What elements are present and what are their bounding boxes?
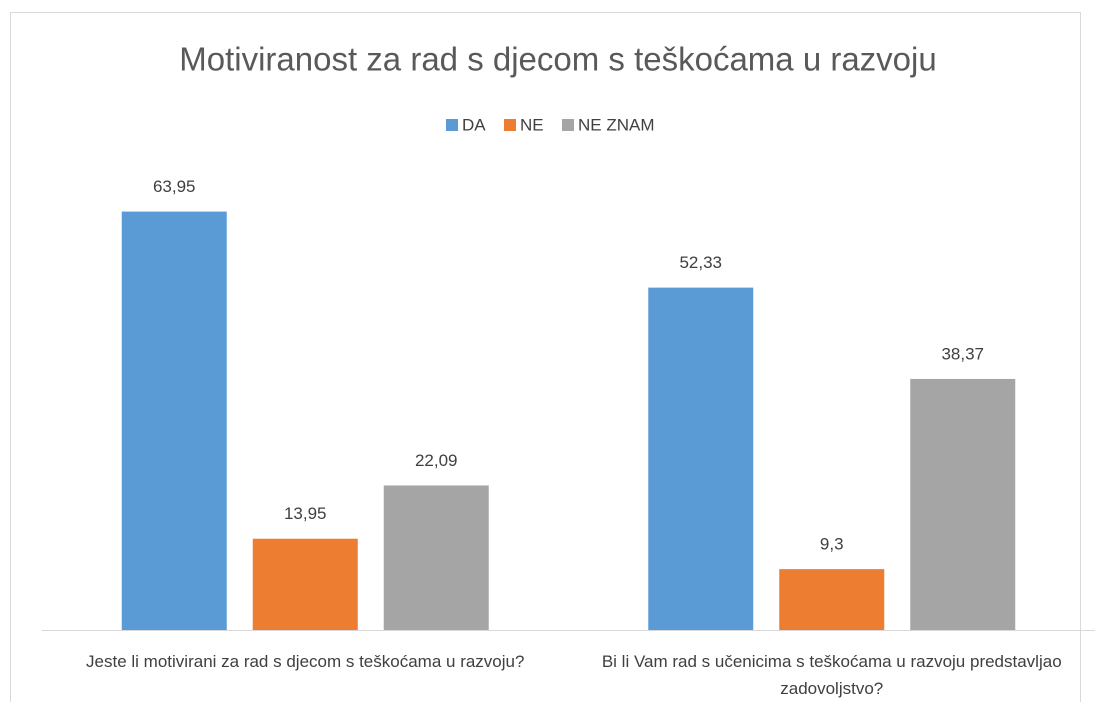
x-tick-label: Jeste li motivirani za rad s djecom s te… <box>86 652 525 671</box>
data-label: 63,95 <box>153 177 196 196</box>
bar <box>648 287 754 630</box>
legend-swatch <box>504 119 516 131</box>
bar <box>910 378 1016 630</box>
data-label: 22,09 <box>415 451 458 470</box>
legend-swatch <box>446 119 458 131</box>
chart-title: Motiviranost za rad s djecom s teškoćama… <box>179 41 936 78</box>
data-label: 13,95 <box>284 504 327 523</box>
bar <box>383 485 489 630</box>
x-tick-label: Bi li Vam rad s učenicima s teškoćama u … <box>601 652 1062 698</box>
chart-frame <box>10 12 1081 702</box>
data-label: 9,3 <box>820 535 844 554</box>
bar <box>121 211 227 630</box>
data-label: 38,37 <box>941 344 984 363</box>
legend-label: DA <box>462 115 486 134</box>
legend-label: NE ZNAM <box>578 115 655 134</box>
bar <box>779 569 885 630</box>
data-label: 52,33 <box>679 253 722 272</box>
legend-swatch <box>562 119 574 131</box>
legend-label: NE <box>520 115 544 134</box>
bar <box>252 538 358 630</box>
